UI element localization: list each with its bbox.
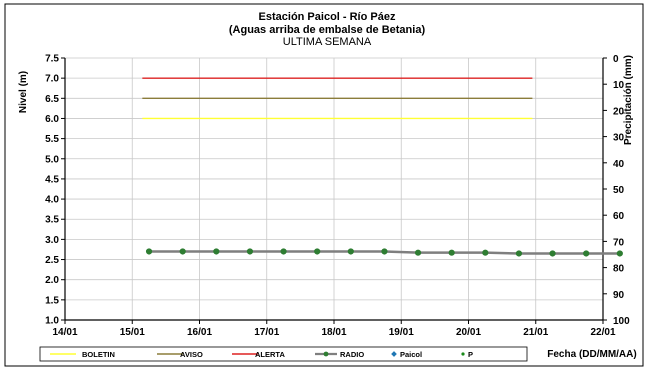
y2-tick-label: 10 — [613, 80, 625, 91]
y2-tick-label: 60 — [613, 211, 625, 222]
series-point-radio — [549, 250, 556, 257]
series-point-radio — [414, 249, 422, 256]
series-point-radio — [246, 248, 254, 255]
y2-tick-label: 40 — [613, 159, 625, 170]
legend-box — [39, 346, 528, 362]
y-tick-label: 2.5 — [45, 255, 59, 266]
y-tick-label: 1.5 — [45, 295, 59, 306]
x-axis-label: Fecha (DD/MM/AA) — [547, 349, 636, 360]
x-tick-label: 16/01 — [187, 327, 212, 338]
series-point-radio — [616, 250, 623, 257]
chart-subtitle: ULTIMA SEMANA — [283, 36, 372, 48]
series-point-radio — [448, 249, 455, 256]
series-point-radio — [347, 248, 354, 255]
legend-label-paicol: Paicol — [400, 350, 422, 359]
y2-tick-label: 70 — [613, 237, 625, 248]
x-tick-label: 15/01 — [120, 327, 145, 338]
y-tick-label: 4.5 — [45, 174, 59, 185]
y-tick-label: 4.0 — [45, 195, 59, 206]
y-tick-label: 7.5 — [45, 54, 59, 65]
y-tick-label: 1.0 — [45, 316, 59, 327]
x-tick-label: 18/01 — [321, 327, 346, 338]
series-point-radio — [515, 250, 523, 257]
y-tick-label: 3.0 — [45, 235, 59, 246]
legend-label-alerta: ALERTA — [255, 350, 285, 359]
series-point-radio — [280, 248, 287, 255]
y2-tick-label: 0 — [613, 54, 619, 65]
legend-label-p: P — [468, 350, 473, 359]
series-point-radio — [583, 250, 590, 257]
y-axis-label: Nivel (m) — [18, 71, 29, 113]
y2-tick-label: 50 — [613, 185, 625, 196]
y-tick-label: 7.0 — [45, 74, 59, 85]
legend-marker-p — [461, 352, 465, 356]
y-tick-label: 3.5 — [45, 215, 59, 226]
legend-label-aviso: AVISO — [180, 350, 203, 359]
y-tick-label: 5.0 — [45, 154, 59, 165]
x-tick-label: 22/01 — [590, 327, 615, 338]
series-point-radio — [145, 248, 153, 255]
series-point-radio — [213, 248, 220, 255]
x-tick-label: 20/01 — [456, 327, 481, 338]
series-point-radio — [482, 249, 489, 256]
series-point-radio — [179, 248, 186, 255]
x-tick-label: 14/01 — [52, 327, 77, 338]
y2-axis-label: Precipitación (mm) — [623, 55, 634, 145]
x-tick-label: 17/01 — [254, 327, 279, 338]
chart-title: Estación Paicol - Río Páez — [259, 11, 396, 23]
y2-tick-label: 20 — [613, 106, 625, 117]
series-point-radio — [381, 248, 388, 255]
y2-tick-label: 100 — [613, 316, 630, 327]
y2-tick-label: 80 — [613, 264, 625, 275]
plot-area: 1.0 1.5 2.0 2.5 3.0 3.5 4.0 4.5 5.0 5.5 6.0 6.5 7.0 7… — [45, 54, 630, 339]
y2-tick-label: 90 — [613, 290, 625, 301]
x-tick-label: 21/01 — [523, 327, 548, 338]
y2-tick-label: 30 — [613, 133, 625, 144]
x-tick-label: 19/01 — [389, 327, 414, 338]
y-tick-label: 6.0 — [45, 114, 59, 125]
legend-marker-paicol — [391, 351, 397, 357]
y-tick-label: 5.5 — [45, 134, 59, 145]
series-point-radio — [314, 248, 321, 255]
y-tick-label: 2.0 — [45, 275, 59, 286]
legend-label-boletin: BOLETIN — [82, 350, 115, 359]
legend-label-radio: RADIO — [340, 350, 364, 359]
legend: BOLETIN AVISO ALERTA RADIO Paicol P — [39, 346, 528, 362]
legend-marker-radio — [323, 351, 329, 357]
y-tick-label: 6.5 — [45, 94, 59, 105]
chart-title-line2: (Aguas arriba de embalse de Betania) — [229, 24, 426, 36]
